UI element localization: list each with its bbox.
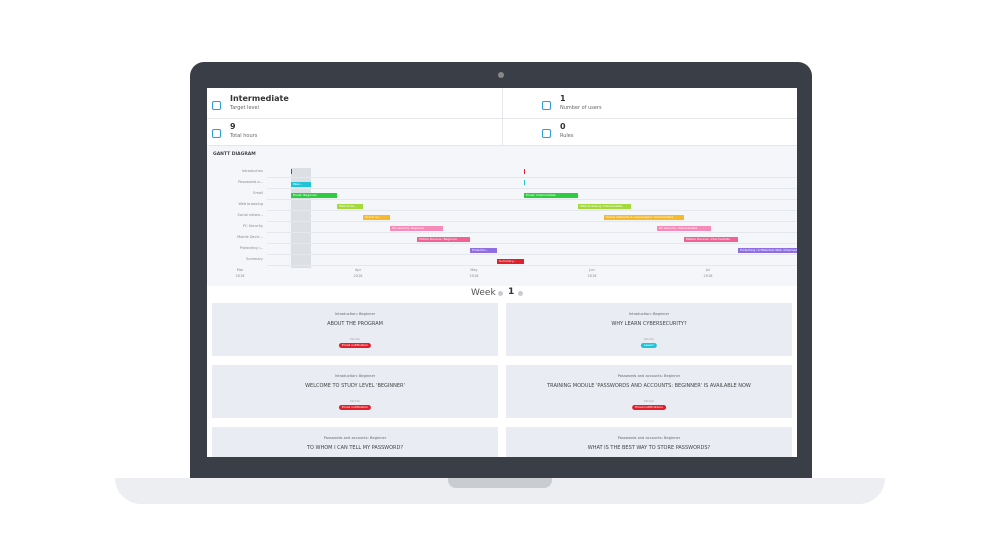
axis-year: 2018 xyxy=(703,274,713,278)
stat-value: Intermediate xyxy=(230,94,289,103)
laptop-notch xyxy=(448,478,552,488)
axis-month: Apr xyxy=(354,268,362,272)
stat-label: Number of users xyxy=(560,105,602,111)
card-title: TRAINING MODULE 'PASSWORDS AND ACCOUNTS:… xyxy=(547,383,751,389)
task-card: Introduction: Beginner WHY LEARN CYBERSEC… xyxy=(506,303,792,356)
axis-month: Jul xyxy=(705,268,711,272)
stat-value: 0 xyxy=(560,122,566,131)
card-title: ABOUT THE PROGRAM xyxy=(327,321,383,327)
stat-icon xyxy=(542,101,551,110)
gantt-bar: Protectin... xyxy=(470,248,497,253)
week-prev xyxy=(498,291,503,296)
gantt-row-label: Passwords a... xyxy=(238,180,263,184)
stat-icon xyxy=(212,101,221,110)
axis-year: 2018 xyxy=(587,274,597,278)
card-duration: 30 min xyxy=(643,399,655,403)
gantt-marker xyxy=(524,169,525,174)
card-title: WHY LEARN CYBERSECURITY? xyxy=(611,321,687,327)
card-module: Introduction: Beginner xyxy=(334,312,376,316)
stat-value: 9 xyxy=(230,122,236,131)
gantt-row-line xyxy=(267,177,797,178)
axis-year: 2018 xyxy=(469,274,479,278)
week-next xyxy=(518,291,523,296)
axis-year: 2018 xyxy=(353,274,363,278)
gantt-row-line xyxy=(267,232,797,233)
gantt-bar: Summary... xyxy=(497,259,524,264)
gantt-bar: Pass... xyxy=(291,182,311,187)
stat-icon xyxy=(212,129,221,138)
stat-label: Target level xyxy=(230,105,259,111)
gantt-marker xyxy=(524,180,525,185)
stat-label: Rules xyxy=(560,133,574,139)
gantt-bar: Protecting confidential data: Intermedi.… xyxy=(738,248,797,253)
card-title: TO WHOM I CAN TELL MY PASSWORD? xyxy=(306,445,404,451)
stat-value: 1 xyxy=(560,94,566,103)
gantt-bar: PC Security: Intermediate xyxy=(657,226,711,231)
card-tag: Email notification xyxy=(338,343,372,348)
gantt-bar: Social networks & messengers: Intermedia… xyxy=(604,215,684,220)
card-module: Introduction: Beginner xyxy=(334,374,376,378)
gantt-bar: Mobile Devices: Intermediate xyxy=(684,237,738,242)
card-tag: Email notifications xyxy=(632,405,666,410)
axis-year: 2018 xyxy=(235,274,245,278)
gantt-row-label: PC Security xyxy=(242,224,263,228)
card-module: Passwords and accounts: Beginner xyxy=(323,436,387,440)
week-label: Week xyxy=(471,288,496,298)
gantt-row-label: Summary xyxy=(246,257,263,261)
card-tag: Email notification xyxy=(338,405,372,410)
gantt-row-line xyxy=(267,199,797,200)
gantt-row-label: Protecting i... xyxy=(239,246,263,250)
gantt-bar: Email: Intermediate xyxy=(524,193,578,198)
task-card: Passwords and accounts: Beginner WHAT IS … xyxy=(506,427,792,457)
gantt-bar: Web brow... xyxy=(337,204,363,209)
gantt-row-line xyxy=(267,188,797,189)
gantt-row-line xyxy=(267,254,797,255)
stats-divider xyxy=(207,145,797,146)
gantt-marker xyxy=(291,169,292,174)
camera xyxy=(498,72,504,78)
gantt-row-label: Introduction xyxy=(241,169,263,173)
card-duration: 30 min xyxy=(349,399,361,403)
card-tag: Lesson xyxy=(640,343,658,348)
task-card: Passwords and accounts: Beginner TO WHOM … xyxy=(212,427,498,457)
gantt-row-line xyxy=(267,243,797,244)
gantt-bar: Web browsing: Intermediate xyxy=(578,204,631,209)
week-number: 1 xyxy=(508,287,515,297)
card-module: Introduction: Beginner xyxy=(628,312,670,316)
gantt-row-line xyxy=(267,265,797,266)
gantt-row-label: Email xyxy=(253,191,263,195)
axis-month: Mar xyxy=(236,268,244,272)
card-title: WHAT IS THE BEST WAY TO STORE PASSWORDS? xyxy=(587,445,711,451)
axis-month: May xyxy=(470,268,478,272)
task-card: Introduction: Beginner ABOUT THE PROGRAM 3… xyxy=(212,303,498,356)
stat-label: Total hours xyxy=(230,133,258,139)
axis-month: Jun xyxy=(589,268,595,272)
gantt-bar: Social ne... xyxy=(363,215,390,220)
gantt-row-label: Social netwo... xyxy=(237,213,263,217)
task-card: Introduction: Beginner WELCOME TO STUDY L… xyxy=(212,365,498,418)
gantt-row-label: Web browsing xyxy=(238,202,263,206)
gantt-bar: Email: Beginner xyxy=(291,193,337,198)
gantt-title: GANTT DIAGRAM xyxy=(213,152,256,157)
card-duration: 30 min xyxy=(643,337,655,341)
screen: Intermediate Target level 1 Number of users… xyxy=(207,88,797,457)
task-card: Passwords and accounts: Beginner TRAINING… xyxy=(506,365,792,418)
card-title: WELCOME TO STUDY LEVEL 'BEGINNER' xyxy=(305,383,405,389)
stats-divider xyxy=(502,88,503,145)
gantt-bar: Mobile Devices: Beginner xyxy=(417,237,470,242)
card-module: Passwords and accounts: Beginner xyxy=(617,436,681,440)
gantt-row-line xyxy=(267,221,797,222)
gantt-row-label: Mobile Devic... xyxy=(237,235,263,239)
stat-icon xyxy=(542,129,551,138)
card-module: Passwords and accounts: Beginner xyxy=(617,374,681,378)
gantt-bar: PC Security: Beginner xyxy=(390,226,443,231)
card-duration: 30 min xyxy=(349,337,361,341)
gantt-row-line xyxy=(267,210,797,211)
